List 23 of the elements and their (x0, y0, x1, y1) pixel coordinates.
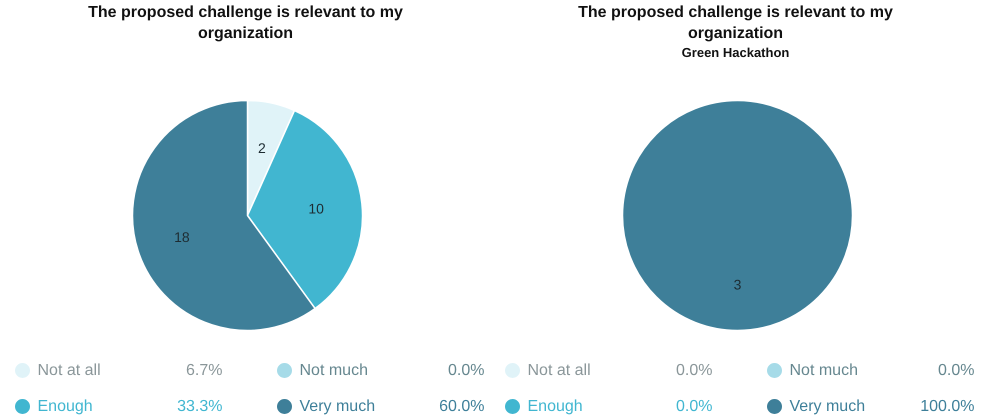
text: 0.0% (448, 362, 484, 379)
text: 3 (734, 276, 742, 292)
legend-label: Very much (790, 398, 866, 415)
legend-label: Enough (528, 398, 583, 415)
data-label: 33.3% (177, 398, 223, 415)
legend-label: Not at all (38, 362, 101, 379)
data-label: 60.0% (439, 398, 485, 415)
chart-subtitle: Green Hackathon (682, 45, 790, 60)
data-label: 100.0% (920, 398, 974, 415)
text: 2 (258, 140, 266, 156)
text: 0.0% (676, 398, 712, 415)
chart-title: The proposed challenge is relevant to my organization (578, 4, 893, 42)
legend-label: Very much (300, 398, 376, 415)
text: 10 (308, 200, 324, 216)
legend-label: Not much (300, 362, 368, 379)
legend-label: Enough (38, 398, 93, 415)
chart-title: The proposed challenge is relevant to my organization (88, 4, 403, 42)
text: 0.0% (938, 362, 974, 379)
legend-label: Not at all (528, 362, 591, 379)
text: 0.0% (676, 362, 712, 379)
legend-label: Not much (790, 362, 858, 379)
data-label: 6.7% (186, 362, 222, 379)
text: 18 (174, 228, 190, 245)
